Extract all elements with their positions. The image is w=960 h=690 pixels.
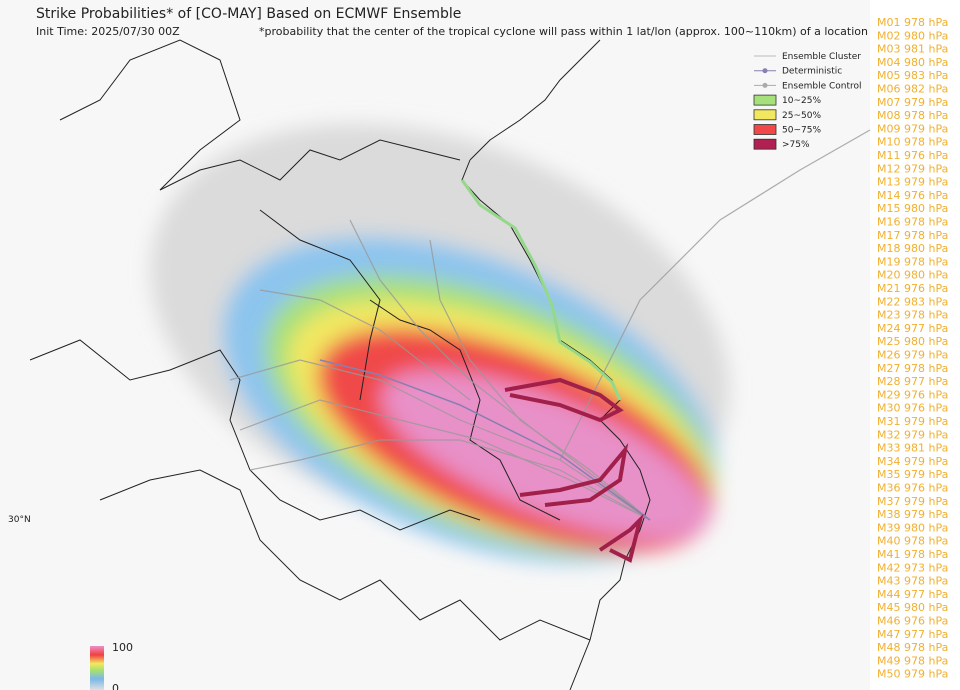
member-pressure: M36 976 hPa xyxy=(877,482,948,495)
member-pressure: M25 980 hPa xyxy=(877,335,948,348)
member-pressure: M39 980 hPa xyxy=(877,521,948,534)
legend-swatch xyxy=(753,94,777,106)
member-pressure: M03 981 hPa xyxy=(877,43,948,56)
member-pressure: M23 978 hPa xyxy=(877,309,948,322)
legend-dot xyxy=(762,82,768,88)
low-probability-outline xyxy=(460,179,622,401)
member-pressure: M43 978 hPa xyxy=(877,575,948,588)
member-pressure: M10 978 hPa xyxy=(877,136,948,149)
legend-swatch xyxy=(753,109,777,121)
member-pressure: M20 980 hPa xyxy=(877,269,948,282)
member-pressure: M04 980 hPa xyxy=(877,56,948,69)
member-pressure: M21 976 hPa xyxy=(877,282,948,295)
member-pressure: M19 978 hPa xyxy=(877,255,948,268)
member-pressure: M38 979 hPa xyxy=(877,508,948,521)
legend-label: Deterministic xyxy=(782,67,842,77)
member-pressure: M29 976 hPa xyxy=(877,388,948,401)
coastline-and-borders xyxy=(29,39,651,690)
title: Strike Probabilities* of [CO-MAY] Based … xyxy=(36,6,461,22)
member-pressure: M27 978 hPa xyxy=(877,362,948,375)
member-pressure: M42 973 hPa xyxy=(877,561,948,574)
legend-label: 50~75% xyxy=(782,126,821,136)
legend-label: >75% xyxy=(782,140,810,150)
member-pressure: M41 978 hPa xyxy=(877,548,948,561)
member-pressure: M18 980 hPa xyxy=(877,242,948,255)
member-pressure: M22 983 hPa xyxy=(877,295,948,308)
deterministic-track xyxy=(319,359,651,521)
member-pressure: M50 979 hPa xyxy=(877,668,948,681)
member-pressure: M13 979 hPa xyxy=(877,176,948,189)
colorbar xyxy=(90,646,104,690)
member-pressure: M09 979 hPa xyxy=(877,122,948,135)
member-pressure: M35 979 hPa xyxy=(877,468,948,481)
ensemble-tracks xyxy=(229,129,871,521)
member-pressure: M40 978 hPa xyxy=(877,535,948,548)
member-pressure: M33 981 hPa xyxy=(877,442,948,455)
latitude-label: 30°N xyxy=(8,515,31,525)
member-pressure: M45 980 hPa xyxy=(877,601,948,614)
member-pressure: M06 982 hPa xyxy=(877,83,948,96)
note: *probability that the center of the trop… xyxy=(259,25,868,38)
legend-label: Ensemble Cluster xyxy=(782,52,861,62)
legend-swatch xyxy=(753,124,777,135)
member-pressure: M47 977 hPa xyxy=(877,628,948,641)
member-pressure: M34 979 hPa xyxy=(877,455,948,468)
member-pressure: M37 979 hPa xyxy=(877,495,948,508)
member-pressure: M26 979 hPa xyxy=(877,349,948,362)
member-pressure: M01 978 hPa xyxy=(877,16,948,29)
legend-label: 25~50% xyxy=(782,111,821,121)
member-pressure: M16 978 hPa xyxy=(877,216,948,229)
member-pressure: M49 978 hPa xyxy=(877,654,948,667)
legend-label: Ensemble Control xyxy=(782,81,862,91)
member-pressure: M31 979 hPa xyxy=(877,415,948,428)
member-pressure: M28 977 hPa xyxy=(877,375,948,388)
member-pressure: M15 980 hPa xyxy=(877,202,948,215)
legend-swatch xyxy=(753,138,777,150)
legend-label: 10~25% xyxy=(782,96,821,106)
member-pressure: M30 976 hPa xyxy=(877,402,948,415)
member-pressure: M24 977 hPa xyxy=(877,322,948,335)
member-pressure: M14 976 hPa xyxy=(877,189,948,202)
init-time: Init Time: 2025/07/30 00Z xyxy=(36,25,180,38)
member-pressure: M48 978 hPa xyxy=(877,641,948,654)
colorbar-min: 0 xyxy=(112,682,119,690)
member-pressure: M17 978 hPa xyxy=(877,229,948,242)
legend-dot xyxy=(762,68,768,74)
high-probability-outline xyxy=(504,377,644,563)
member-pressure: M46 976 hPa xyxy=(877,615,948,628)
member-pressure: M11 976 hPa xyxy=(877,149,948,162)
member-pressure: M08 978 hPa xyxy=(877,109,948,122)
legend: Ensemble Cluster Deterministic Ensemble Co… xyxy=(753,52,862,150)
member-pressure: M32 979 hPa xyxy=(877,428,948,441)
member-pressure: M02 980 hPa xyxy=(877,29,948,42)
member-pressure: M12 979 hPa xyxy=(877,162,948,175)
member-pressure: M44 977 hPa xyxy=(877,588,948,601)
member-pressure: M07 979 hPa xyxy=(877,96,948,109)
colorbar-max: 100 xyxy=(112,641,133,654)
member-pressure: M05 983 hPa xyxy=(877,69,948,82)
